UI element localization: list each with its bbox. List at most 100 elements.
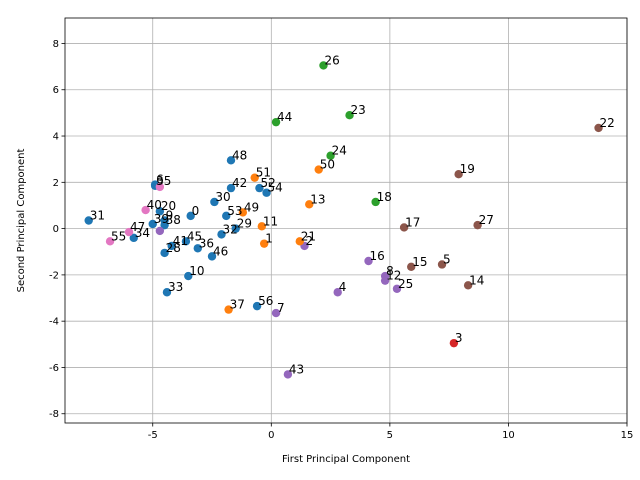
point-label: 28 [166,241,181,255]
point-label: 9 [166,209,174,223]
point-label: 51 [256,166,271,180]
point-label: 29 [237,217,252,231]
data-point [222,211,231,221]
data-point [250,173,259,182]
point-label: 5 [443,252,451,266]
y-axis-ticks: -8 -6 -4 -2 0 2 4 6 8 [49,39,65,420]
data-point [181,237,191,246]
point-label: 45 [187,229,202,243]
data-point [155,207,165,216]
data-point [259,239,269,248]
data-point [345,111,354,120]
data-point [271,117,281,127]
point-label: 30 [215,190,230,204]
y-tick-label: 2 [53,178,59,189]
y-axis-label: Second Principal Component [16,149,27,293]
data-point [463,281,473,290]
point-label: 52 [260,176,275,190]
point-label: 46 [213,244,228,258]
point-label: 27 [479,213,494,227]
point-label: 7 [277,301,285,315]
data-point [449,338,459,348]
data-point [364,256,373,266]
data-point [454,170,463,179]
data-point [333,288,342,297]
point-label: 6 [156,173,164,187]
point-label: 44 [277,110,292,124]
data-point [162,288,172,297]
data-point [124,227,134,237]
data-point [160,248,169,258]
point-label: 13 [310,192,325,206]
data-point [437,260,447,269]
data-point [295,237,304,246]
point-label: 24 [332,144,347,158]
point-label: 36 [199,236,214,250]
point-label: 12 [386,269,401,283]
point-label: 33 [168,280,183,294]
data-point [186,211,195,221]
point-label: 10 [189,264,204,278]
point-label: 17 [405,215,420,229]
point-label: 11 [263,214,278,228]
point-label: 43 [289,362,304,376]
point-label: 31 [90,209,105,223]
point-label: 35 [156,174,171,188]
y-tick-label: -8 [49,409,59,420]
data-point [473,220,482,230]
data-point [193,244,202,253]
point-label: 22 [600,116,615,130]
point-label: 39 [154,212,169,226]
data-point [155,182,165,192]
x-axis-ticks: -5 0 5 10 15 [148,423,634,441]
data-point [594,123,603,133]
data-point [226,156,236,165]
y-tick-label: 6 [53,85,59,96]
data-point [155,226,165,236]
point-label: 48 [232,148,247,162]
point-label: 41 [173,234,188,248]
y-tick-label: 4 [53,132,59,143]
point-label: 3 [455,331,463,345]
x-tick-label: 5 [387,430,393,441]
point-label: 49 [244,200,259,214]
data-point [262,188,271,197]
point-label: 16 [370,249,385,263]
data-point [407,262,416,271]
x-tick-label: 0 [268,430,274,441]
y-tick-label: 0 [53,224,59,235]
point-label: 47 [130,220,145,234]
point-label: 37 [230,298,245,312]
x-tick-label: -5 [148,430,158,441]
data-point [226,183,236,193]
point-label: 53 [227,204,242,218]
point-label: 2 [306,234,314,248]
data-point [167,241,176,251]
point-label: 54 [268,181,283,195]
data-point [305,200,314,209]
data-point [238,208,248,217]
data-point [319,61,328,70]
y-tick-label: -4 [49,317,59,328]
point-label: 15 [412,255,427,269]
plot-frame [64,17,628,424]
data-point [252,301,262,311]
point-label: 56 [258,294,273,308]
data-point [392,284,402,293]
point-label: 25 [398,277,413,291]
point-label: 38 [166,213,181,227]
data-point [271,308,281,318]
data-point [84,216,93,225]
point-label: 18 [377,190,392,204]
data-point [160,220,169,230]
point-label: 19 [460,162,475,176]
y-tick-label: -6 [49,363,59,374]
data-point [314,165,323,174]
data-point [255,183,264,193]
point-labels: 01 23456789101112131415161718192021222324… [90,53,615,376]
x-tick-label: 15 [621,430,634,441]
point-label: 26 [324,53,339,67]
data-point [210,197,219,207]
data-point [231,224,240,233]
